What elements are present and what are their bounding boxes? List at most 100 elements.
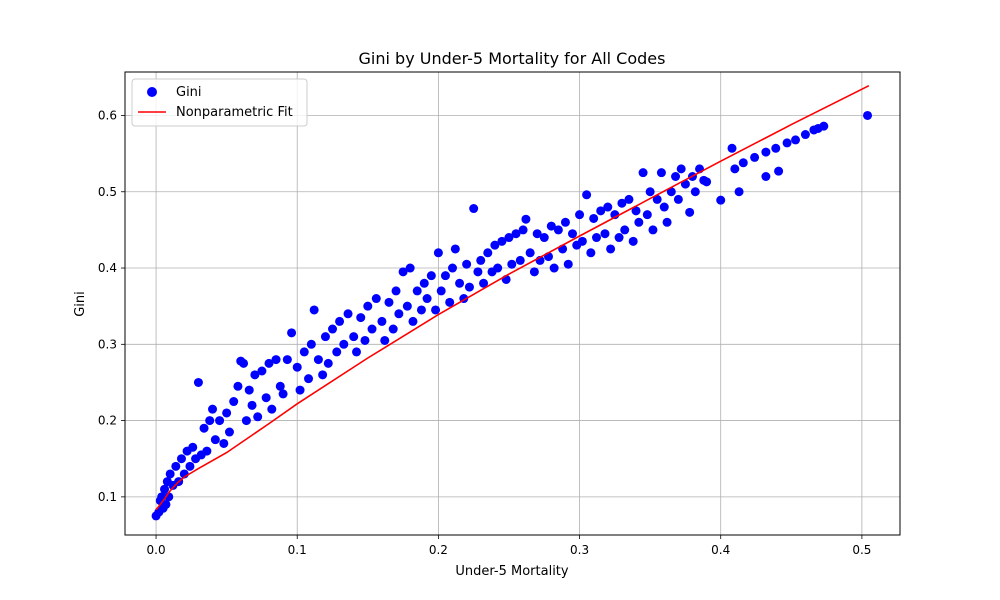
data-point xyxy=(638,168,648,178)
data-point xyxy=(546,221,556,231)
data-point xyxy=(645,187,655,197)
data-point xyxy=(323,358,333,368)
data-point xyxy=(624,194,634,204)
data-point xyxy=(278,389,288,399)
data-point xyxy=(431,305,441,315)
data-point xyxy=(241,416,251,426)
x-tick-label: 0.0 xyxy=(147,543,166,557)
data-point xyxy=(292,362,302,372)
data-point xyxy=(426,271,436,281)
data-point xyxy=(507,259,517,269)
nonparametric-fit-line xyxy=(155,84,870,511)
data-point xyxy=(215,416,225,426)
data-point xyxy=(676,164,686,174)
data-point xyxy=(603,202,613,212)
data-point xyxy=(662,217,672,227)
data-point xyxy=(253,412,263,422)
data-point xyxy=(261,393,271,403)
data-point xyxy=(628,236,638,246)
data-point xyxy=(356,313,366,323)
data-point xyxy=(398,267,408,277)
data-point xyxy=(567,229,577,239)
data-point xyxy=(606,244,616,254)
data-point xyxy=(188,442,198,452)
data-point xyxy=(419,278,429,288)
data-point xyxy=(716,195,726,205)
data-point xyxy=(666,187,676,197)
data-point xyxy=(161,499,171,509)
legend-box xyxy=(131,78,308,127)
data-point xyxy=(727,143,737,153)
data-point xyxy=(586,248,596,258)
data-point xyxy=(219,438,229,448)
data-point xyxy=(549,263,559,273)
data-point xyxy=(490,240,500,250)
data-point xyxy=(320,332,330,342)
data-point xyxy=(185,461,195,471)
data-point xyxy=(617,198,627,208)
data-point xyxy=(267,404,277,414)
y-tick-label: 0.5 xyxy=(98,185,117,199)
data-point xyxy=(271,355,281,365)
data-point xyxy=(408,316,418,326)
data-point xyxy=(275,381,285,391)
data-point xyxy=(563,259,573,269)
data-point xyxy=(473,267,483,277)
data-point xyxy=(582,190,592,200)
x-axis-label: Under-5 Mortality xyxy=(455,564,569,579)
data-point xyxy=(659,202,669,212)
data-point xyxy=(738,158,748,168)
data-point xyxy=(450,244,460,254)
data-point xyxy=(631,206,641,216)
data-point xyxy=(575,210,585,220)
data-point xyxy=(800,130,810,140)
data-point xyxy=(642,210,652,220)
data-point xyxy=(493,263,503,273)
data-point xyxy=(388,324,398,334)
data-point xyxy=(511,229,521,239)
data-point xyxy=(222,408,232,418)
data-point xyxy=(819,121,829,131)
data-point xyxy=(515,255,525,265)
data-point xyxy=(479,278,489,288)
data-point xyxy=(299,347,309,357)
data-point xyxy=(377,316,387,326)
data-point xyxy=(199,423,209,433)
data-point xyxy=(332,347,342,357)
data-point xyxy=(412,286,422,296)
y-tick-label: 0.1 xyxy=(98,490,117,504)
data-point xyxy=(287,328,297,338)
data-point xyxy=(247,400,257,410)
data-point xyxy=(673,194,683,204)
data-point xyxy=(202,446,212,456)
data-point xyxy=(367,324,377,334)
data-point xyxy=(521,214,531,224)
data-point xyxy=(620,225,630,235)
data-point xyxy=(462,259,472,269)
data-point xyxy=(165,469,175,479)
data-point xyxy=(771,143,781,153)
data-point xyxy=(539,233,549,243)
data-point xyxy=(208,404,218,414)
data-point xyxy=(380,335,390,345)
data-point xyxy=(224,427,234,437)
data-point xyxy=(244,385,254,395)
data-point xyxy=(205,416,215,426)
data-point xyxy=(469,204,479,214)
data-point xyxy=(761,171,771,181)
data-point xyxy=(782,138,792,148)
legend-marker-gini xyxy=(147,87,157,97)
data-point xyxy=(455,278,465,288)
data-point xyxy=(171,461,181,471)
data-point xyxy=(416,305,426,315)
data-point xyxy=(250,370,260,380)
x-tick-label: 0.4 xyxy=(711,543,730,557)
data-point xyxy=(702,177,712,187)
data-point xyxy=(352,347,362,357)
data-point xyxy=(656,168,666,178)
chart-title: Gini by Under-5 Mortality for All Codes xyxy=(359,49,666,68)
data-point xyxy=(445,297,455,307)
legend-label-fit: Nonparametric Fit xyxy=(176,105,293,120)
data-point xyxy=(349,332,359,342)
